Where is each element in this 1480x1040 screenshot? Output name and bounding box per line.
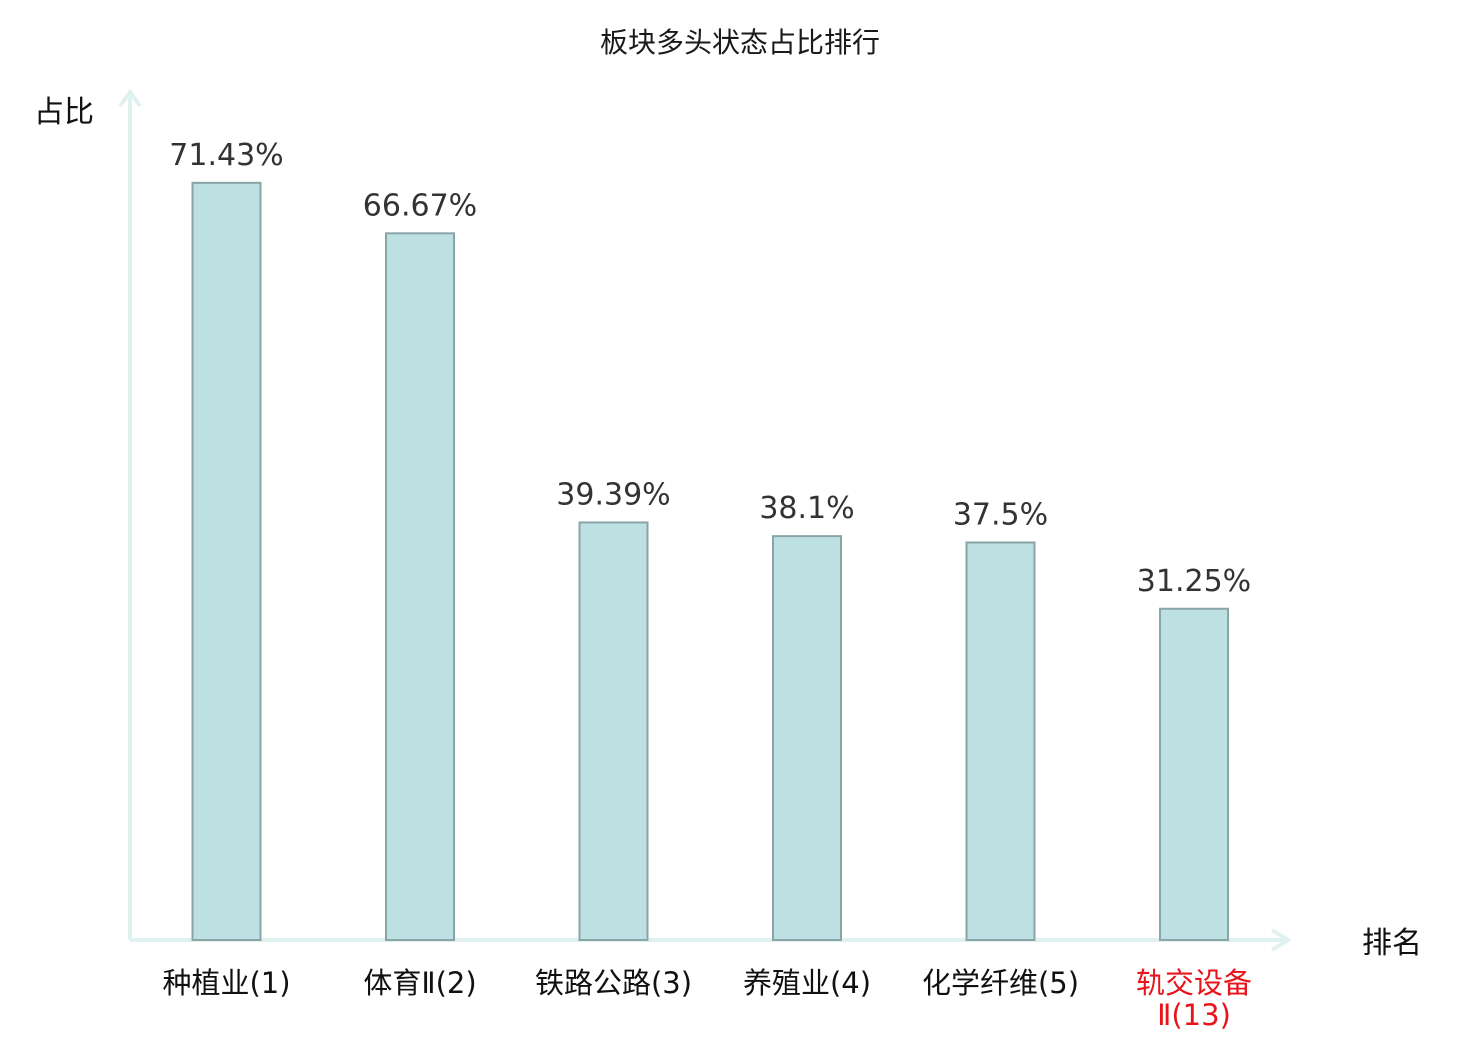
x-tick-label-5: 化学纤维(5) xyxy=(922,966,1079,1000)
bar-1 xyxy=(191,181,262,942)
x-tick-label-name: 铁路公路 xyxy=(535,966,651,1000)
x-tick-label-2: 体育Ⅱ(2) xyxy=(363,966,476,1000)
x-tick-label-rank: (1) xyxy=(249,966,290,1000)
x-tick-label-name: 养殖业 xyxy=(743,966,830,1000)
x-tick-label-name: 体育Ⅱ xyxy=(363,966,435,1000)
x-tick-label-rank: Ⅱ(13) xyxy=(1157,998,1231,1032)
bar-2 xyxy=(385,232,455,942)
x-tick-label-rank: (5) xyxy=(1038,966,1079,1000)
y-axis-arrow-icon xyxy=(118,88,142,108)
x-tick-label-name: 化学纤维 xyxy=(922,966,1038,1000)
bar-4 xyxy=(772,535,842,941)
x-tick-label-3: 铁路公路(3) xyxy=(535,966,692,1000)
data-labels: 71.43% 66.67% 39.39% 38.1% 37.5% 31.25% xyxy=(169,138,1251,599)
x-tick-label-name: 种植业 xyxy=(162,966,249,1000)
bar-6 xyxy=(1159,607,1229,941)
x-axis-label: 排名 xyxy=(1362,926,1422,961)
x-tick-label-1: 种植业(1) xyxy=(162,966,290,1000)
x-tick-label-rank: (2) xyxy=(436,966,477,1000)
data-label-1: 71.43% xyxy=(169,138,283,173)
chart-title: 板块多头状态占比排行 xyxy=(600,26,880,59)
data-label-3: 39.39% xyxy=(556,477,670,512)
x-tick-labels: 种植业(1) 体育Ⅱ(2) 铁路公路(3) 养殖业(4) 化学纤维(5) 轨交设备 Ⅱ(13… xyxy=(162,966,1252,1032)
bar-series xyxy=(191,181,1229,942)
x-axis-arrow-icon xyxy=(1270,928,1292,952)
data-label-4: 38.1% xyxy=(759,491,854,526)
x-tick-label-rank: (4) xyxy=(830,966,871,1000)
x-tick-label-4: 养殖业(4) xyxy=(743,966,871,1000)
data-label-6: 31.25% xyxy=(1137,564,1251,599)
bar-3 xyxy=(578,521,649,941)
bar-5 xyxy=(965,541,1036,941)
x-tick-label-rank: (3) xyxy=(651,966,692,1000)
x-tick-label-6: 轨交设备 Ⅱ(13) xyxy=(1136,966,1252,1032)
data-label-5: 37.5% xyxy=(953,498,1048,533)
data-label-2: 66.67% xyxy=(363,188,477,223)
x-tick-label-name: 轨交设备 xyxy=(1136,966,1252,1000)
y-axis-label: 占比 xyxy=(34,95,94,130)
